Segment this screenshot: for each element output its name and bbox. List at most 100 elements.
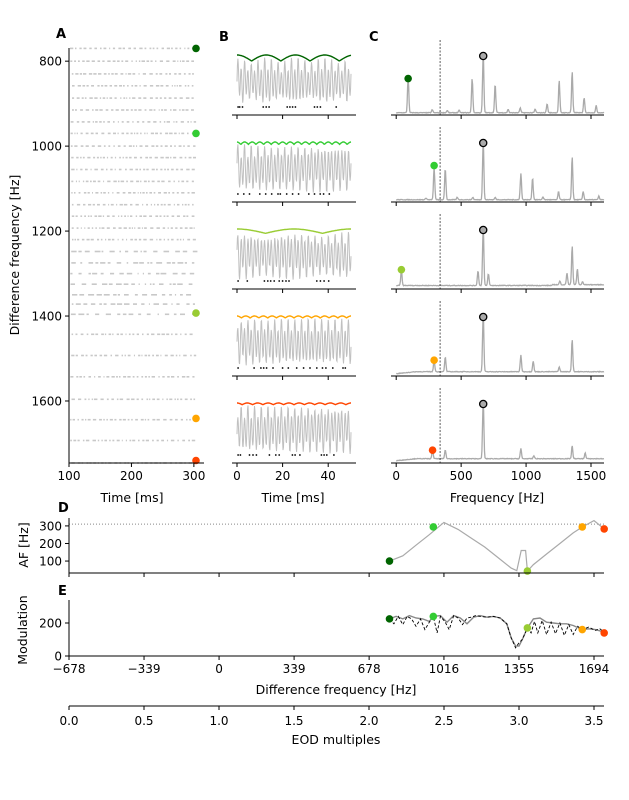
spike-mark (172, 272, 178, 275)
spike-mark (117, 145, 121, 147)
raster-row (71, 250, 198, 253)
spike-mark (95, 227, 97, 229)
x-tick-label: 1016 (429, 662, 460, 676)
spike-mark (130, 238, 133, 241)
spike-mark (92, 192, 93, 194)
raster-row (72, 109, 194, 111)
spike-mark (116, 333, 119, 336)
spike-mark (159, 283, 164, 285)
spike-mark (152, 283, 155, 285)
fish-marker-4 (600, 629, 608, 637)
spike-mark (95, 262, 99, 264)
spike-mark (166, 60, 170, 62)
envelope-line (237, 54, 352, 62)
spike-mark (159, 97, 162, 99)
spike-mark (82, 85, 86, 87)
spike-mark (168, 192, 170, 194)
spike-mark (119, 418, 122, 421)
spike-mark (171, 238, 174, 241)
spike-mark (171, 333, 173, 336)
spike-mark (101, 227, 105, 229)
power-spectrum (395, 144, 605, 201)
spike-mark (71, 180, 74, 183)
spike-mark (188, 73, 191, 75)
raster-row (71, 215, 195, 217)
panel-e-ylabel: Modulation (15, 595, 30, 664)
spike-mark (152, 439, 154, 442)
spike-mark (174, 132, 177, 135)
spike-mark (139, 145, 143, 147)
spike-mark (103, 121, 105, 123)
spike-mark (132, 192, 136, 194)
spike-mark (139, 262, 144, 264)
spike-mark (88, 294, 95, 296)
spike-mark (156, 439, 159, 442)
spike-mark (144, 132, 146, 135)
spike-mark (126, 121, 130, 123)
spike-mark (123, 283, 129, 285)
spike-mark (120, 215, 123, 217)
y-tick-label: 0 (54, 650, 62, 664)
spike-mark (180, 333, 182, 336)
spike-mark (87, 192, 90, 194)
spike-mark (85, 418, 87, 421)
spike-mark (136, 145, 138, 147)
spike-mark (164, 313, 170, 316)
spike-mark (146, 60, 150, 62)
spike-mark (91, 60, 95, 62)
spike-mark (156, 418, 160, 421)
spike-mark (110, 203, 114, 206)
spike-mark (140, 192, 142, 194)
spike-mark (106, 227, 110, 229)
spike-mark (80, 156, 82, 159)
spike-dot (325, 454, 328, 456)
spike-dot (274, 454, 277, 456)
spike-mark (108, 145, 111, 147)
spike-mark (126, 262, 129, 264)
spike-dot (242, 193, 245, 195)
raster-row (70, 439, 196, 442)
spike-mark (81, 121, 85, 123)
spike-mark (104, 439, 107, 442)
spike-mark (176, 192, 179, 194)
spike-mark (101, 333, 104, 336)
spike-mark (104, 85, 108, 87)
spike-mark (88, 203, 92, 206)
spike-mark (154, 156, 158, 159)
spike-mark (75, 73, 79, 75)
spike-mark (151, 294, 157, 296)
eod-trace (236, 232, 352, 280)
spike-mark (131, 418, 133, 421)
spike-mark (109, 97, 113, 99)
spike-mark (187, 121, 189, 123)
spike-dot (260, 367, 262, 369)
spike-mark (90, 215, 92, 217)
spike-mark (140, 418, 144, 421)
spike-mark (77, 238, 80, 241)
spike-dot (313, 193, 316, 195)
spike-mark (177, 262, 184, 264)
spike-mark (191, 85, 194, 87)
spike-mark (144, 227, 147, 229)
spike-mark (106, 376, 110, 378)
spike-mark (140, 180, 142, 183)
spike-mark (138, 60, 141, 62)
spike-mark (142, 439, 145, 442)
spike-mark (75, 333, 78, 336)
x-tick-label: 2.0 (359, 714, 378, 728)
raster-row (70, 121, 197, 123)
x-tick-label: 0.5 (134, 714, 153, 728)
spike-mark (181, 376, 186, 378)
spike-mark (70, 418, 72, 421)
spike-dot (321, 367, 324, 369)
raster-row (71, 262, 195, 264)
spectrum-row-4: 0 500 1000 1500 (391, 388, 606, 483)
spike-mark (139, 85, 141, 87)
spike-mark (79, 294, 85, 296)
raster-row (71, 333, 193, 336)
spike-mark (159, 60, 163, 62)
spike-mark (171, 85, 173, 87)
spike-mark (86, 60, 90, 62)
spike-mark (132, 145, 135, 147)
spike-mark (166, 47, 170, 50)
